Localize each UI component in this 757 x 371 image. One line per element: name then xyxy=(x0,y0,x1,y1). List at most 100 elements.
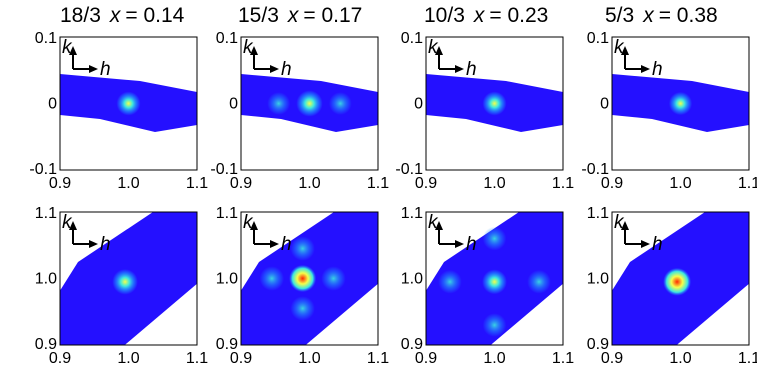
h-axis-glyph: h xyxy=(100,59,111,80)
x-tick-label: 0.9 xyxy=(415,175,437,192)
k-arrow-head xyxy=(435,221,443,230)
peak-satellite xyxy=(328,92,352,115)
y-tick-label: 1.0 xyxy=(587,271,609,288)
x-tick-label: 1.1 xyxy=(738,175,757,192)
peak-main xyxy=(663,267,692,296)
plot-area xyxy=(612,37,749,170)
k-axis-glyph: k xyxy=(428,212,439,233)
k-arrow-head xyxy=(69,46,77,55)
panel-7: k h 1.1 1.0 0.90.9 1.0 1.1 xyxy=(401,205,574,367)
k-axis-glyph: k xyxy=(614,37,625,58)
x-tick-label: 1.1 xyxy=(367,350,389,367)
y-tick-label: 0.1 xyxy=(216,30,238,47)
plot-area xyxy=(612,212,749,345)
plot-frame xyxy=(611,36,750,171)
panel-title-3: 10/3 x = 0.23 xyxy=(424,4,548,27)
x-tick-label: 0.9 xyxy=(230,175,252,192)
x-tick-label: 1.0 xyxy=(117,175,139,192)
y-tick-label: 0.1 xyxy=(587,30,609,47)
peak-main xyxy=(482,91,507,116)
panel-8: k h 1.1 1.0 0.90.9 1.0 1.1 xyxy=(587,205,757,367)
y-tick-label: 0.1 xyxy=(35,30,57,47)
y-tick-label: 1.0 xyxy=(216,271,238,288)
k-axis-glyph: k xyxy=(614,212,625,233)
panel-title-2: 15/3 x = 0.17 xyxy=(238,4,362,27)
plot-frame xyxy=(425,36,564,171)
h-axis-glyph: h xyxy=(466,234,477,255)
peak-satellite xyxy=(290,296,315,321)
y-tick-label: 0.9 xyxy=(35,336,57,353)
h-arrow-head xyxy=(270,65,279,73)
k-arrow-head xyxy=(250,221,258,230)
y-tick-label: -0.1 xyxy=(581,161,609,178)
y-tick-label: 0 xyxy=(414,96,423,113)
plot-area xyxy=(241,212,378,345)
panel-4: k h 0.1 0 -0.10.9 1.0 1.1 xyxy=(581,30,757,192)
k-axis-glyph: k xyxy=(243,37,254,58)
k-axis-glyph: k xyxy=(62,37,73,58)
x-tick-label: 0.9 xyxy=(601,350,623,367)
panel-1: k h 0.1 0 -0.10.9 1.0 1.1 xyxy=(29,30,208,192)
y-tick-label: -0.1 xyxy=(395,161,423,178)
y-tick-label: 0 xyxy=(229,96,238,113)
panel-5: k h 1.1 1.0 0.90.9 1.0 1.1 xyxy=(35,205,208,367)
panel-2: k h 0.1 0 -0.10.9 1.0 1.1 xyxy=(210,30,389,192)
peak-main xyxy=(112,269,138,295)
h-arrow-head xyxy=(641,65,650,73)
h-arrow-head xyxy=(455,240,464,248)
peak-main xyxy=(482,269,507,295)
x-tick-label: 1.1 xyxy=(186,350,208,367)
x-tick-label: 1.0 xyxy=(298,350,320,367)
plot-frame xyxy=(240,211,379,346)
k-axis-glyph: k xyxy=(62,212,73,233)
peak-satellite xyxy=(267,92,291,115)
h-axis-glyph: h xyxy=(466,59,477,80)
plot-area xyxy=(241,37,378,170)
x-tick-label: 1.0 xyxy=(483,175,505,192)
y-tick-label: 1.0 xyxy=(401,271,423,288)
x-tick-label: 0.9 xyxy=(601,175,623,192)
peak-main xyxy=(289,264,317,293)
y-tick-label: 0 xyxy=(600,96,609,113)
panel-title-4: 5/3 x = 0.38 xyxy=(605,4,718,27)
x-tick-label: 0.9 xyxy=(415,350,437,367)
k-axis-glyph: k xyxy=(243,212,254,233)
y-tick-label: 1.1 xyxy=(401,205,423,222)
peak-main xyxy=(116,91,141,116)
peak-satellite xyxy=(527,270,551,294)
x-tick-label: 1.1 xyxy=(552,175,574,192)
x-tick-label: 0.9 xyxy=(230,350,252,367)
y-tick-label: 1.1 xyxy=(587,205,609,222)
y-tick-label: 0.9 xyxy=(216,336,238,353)
peak-satellite xyxy=(438,270,462,294)
h-arrow-head xyxy=(641,240,650,248)
x-tick-label: 1.0 xyxy=(298,175,320,192)
h-arrow-head xyxy=(270,240,279,248)
panel-3: k h 0.1 0 -0.10.9 1.0 1.1 xyxy=(395,30,574,192)
h-arrow-head xyxy=(89,240,98,248)
h-arrow-head xyxy=(89,65,98,73)
k-arrow-head xyxy=(435,46,443,55)
x-tick-label: 0.9 xyxy=(49,350,71,367)
plot-frame xyxy=(611,211,750,346)
plot-frame xyxy=(59,36,198,171)
peak-main xyxy=(296,90,323,117)
k-arrow-head xyxy=(621,46,629,55)
h-axis-glyph: h xyxy=(100,234,111,255)
x-tick-label: 1.1 xyxy=(738,350,757,367)
peak-main xyxy=(668,91,693,116)
x-tick-label: 1.1 xyxy=(186,175,208,192)
peak-satellite xyxy=(290,236,315,261)
h-axis-glyph: h xyxy=(652,59,663,80)
peak-satellite xyxy=(259,266,285,291)
peak-satellite xyxy=(482,226,507,251)
plot-frame xyxy=(425,211,564,346)
x-tick-label: 1.0 xyxy=(483,350,505,367)
y-tick-label: -0.1 xyxy=(29,161,57,178)
plot-frame xyxy=(59,211,198,346)
k-arrow-head xyxy=(69,221,77,230)
peak-satellite xyxy=(321,266,346,291)
x-tick-label: 1.0 xyxy=(669,350,691,367)
